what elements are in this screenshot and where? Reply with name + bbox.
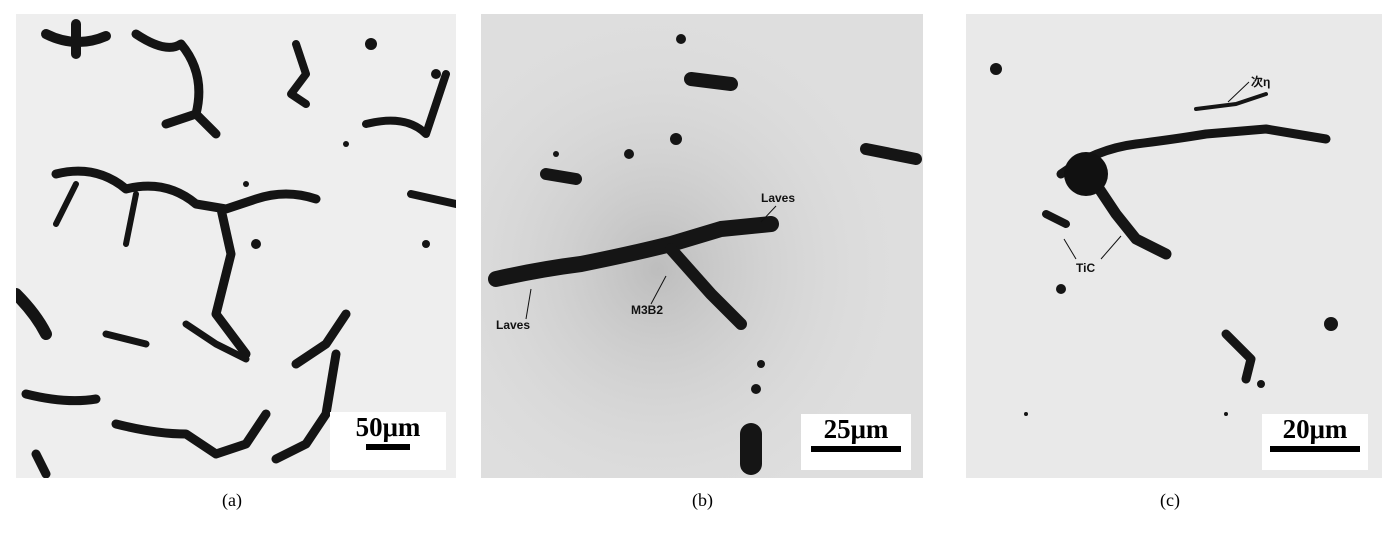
micrograph-b: Laves M3B2 Laves 25μm xyxy=(481,14,923,478)
label-laves-top: Laves xyxy=(761,191,795,205)
label-tic: TiC xyxy=(1076,261,1095,275)
scale-bar-c-label: 20μm xyxy=(1282,414,1348,444)
scale-bar-b-label: 25μm xyxy=(823,414,889,444)
dark-particle xyxy=(1064,152,1108,196)
scale-bar-b-line xyxy=(811,446,901,452)
caption-a: (a) xyxy=(222,490,242,510)
micrograph-c: 次η TiC 20μm xyxy=(966,14,1382,478)
micrograph-c-image: 次η TiC xyxy=(990,63,1338,416)
caption-b: (b) xyxy=(692,490,713,510)
scale-bar-c-line xyxy=(1270,446,1360,452)
micrograph-a-image xyxy=(16,19,456,478)
scale-bar-a: 50μm xyxy=(330,412,446,470)
caption-c: (c) xyxy=(1160,490,1180,510)
micrograph-a: 50μm xyxy=(16,14,456,478)
label-m3b2: M3B2 xyxy=(631,303,663,317)
label-laves-bottom: Laves xyxy=(496,318,530,332)
scale-bar-b: 25μm xyxy=(801,414,911,470)
scale-bar-a-label: 50μm xyxy=(355,412,421,442)
label-secondary-eta: 次η xyxy=(1251,74,1270,89)
micrograph-b-image: Laves M3B2 Laves xyxy=(481,14,923,478)
scale-bar-c: 20μm xyxy=(1262,414,1368,470)
scale-bar-a-line xyxy=(366,444,410,450)
